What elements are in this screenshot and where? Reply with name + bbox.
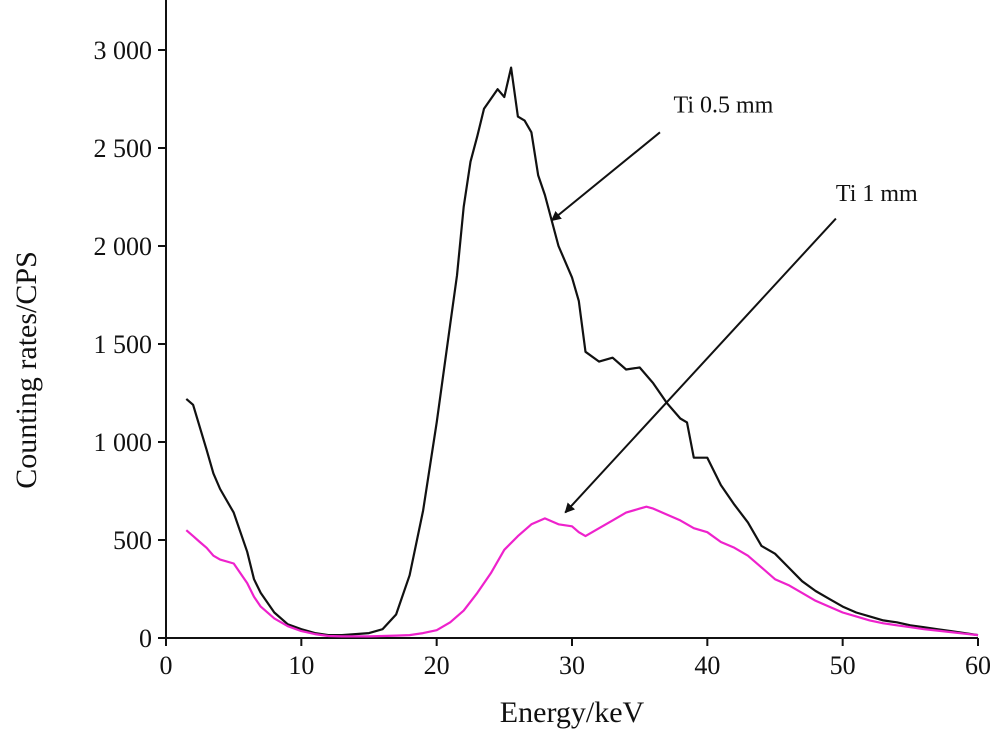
y-tick-label: 2 000	[94, 232, 153, 261]
y-tick-label: 1 000	[94, 428, 153, 457]
y-tick-label: 0	[139, 624, 152, 653]
y-axis-title: Counting rates/CPS	[10, 251, 43, 489]
annotation-arrow-ti-0-5-mm	[550, 131, 661, 222]
x-tick-label: 30	[559, 651, 585, 680]
x-tick-label: 10	[288, 651, 314, 680]
x-tick-label: 50	[830, 651, 856, 680]
x-tick-label: 60	[965, 651, 991, 680]
x-axis-title: Energy/keV	[500, 696, 645, 729]
annotation-label-ti-0-5-mm: Ti 0.5 mm	[674, 93, 774, 119]
y-tick-label: 3 000	[94, 36, 153, 65]
annotation-layer: Ti 0.5 mm Ti 1 mm	[550, 93, 918, 514]
annotation-label-ti-1-mm: Ti 1 mm	[836, 181, 918, 207]
annotation-arrow-ti-1-mm	[564, 217, 837, 514]
x-tick-label: 0	[160, 651, 173, 680]
series-layer	[185, 66, 979, 638]
x-tick-label: 20	[424, 651, 450, 680]
y-tick-label: 2 500	[94, 134, 153, 163]
axes: 0 10 20 30 40 50 60 0 500 1 000 1 500 2 000 2 500 3 0…	[94, 0, 991, 680]
series-line-ti-1-mm	[185, 505, 979, 638]
y-tick-label: 500	[113, 526, 152, 555]
y-tick-label: 1 500	[94, 330, 153, 359]
series-line-ti-0-5-mm	[185, 66, 979, 637]
x-tick-label: 40	[694, 651, 720, 680]
